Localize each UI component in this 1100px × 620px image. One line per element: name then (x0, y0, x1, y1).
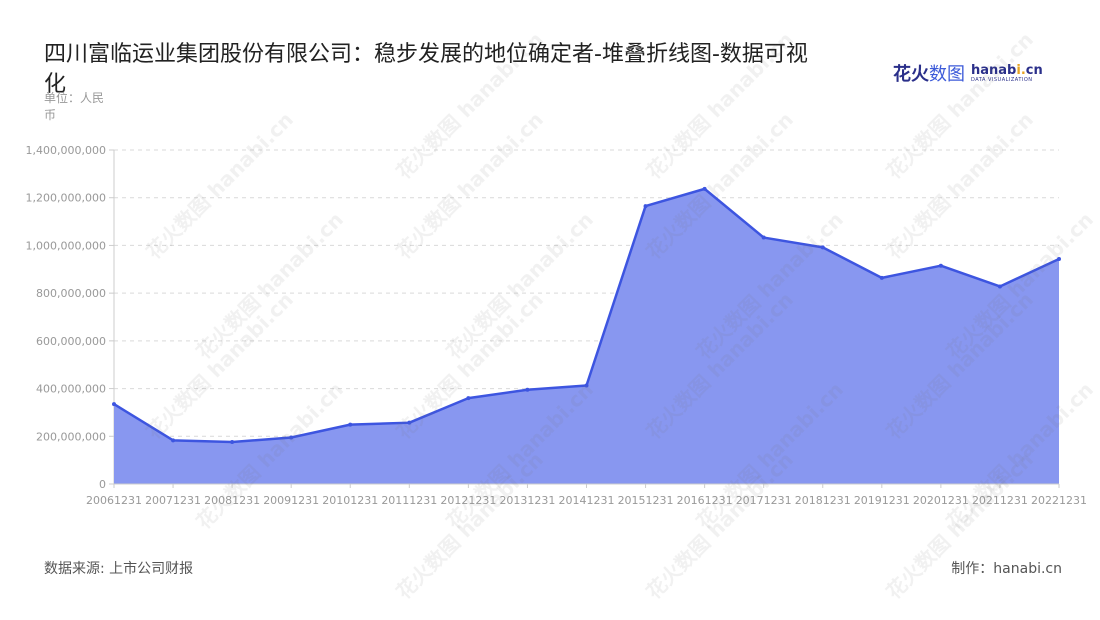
x-tick-label: 20181231 (795, 494, 851, 507)
y-tick-label: 600,000,000 (36, 335, 106, 348)
y-tick-label: 1,400,000,000 (26, 144, 106, 157)
logo-cn-text: 花火数图 (893, 60, 965, 86)
y-tick-label: 1,000,000,000 (26, 239, 106, 252)
logo-cn-part1: 花火 (893, 64, 929, 85)
data-point (643, 204, 648, 209)
data-point (348, 422, 353, 427)
data-point (112, 402, 116, 407)
x-tick-label: 20091231 (263, 494, 319, 507)
data-point (879, 275, 884, 280)
logo-en-sub: DATA VISUALIZATION (971, 76, 1033, 83)
x-tick-label: 20201231 (913, 494, 969, 507)
logo-cn-part2: 数图 (929, 64, 965, 85)
y-tick-label: 200,000,000 (36, 430, 106, 443)
logo-en-text: hanabi.cn DATA VISUALIZATION (971, 64, 1043, 83)
x-tick-label: 20081231 (204, 494, 260, 507)
x-tick-label: 20141231 (559, 494, 615, 507)
x-tick-label: 20191231 (854, 494, 910, 507)
data-point (761, 235, 766, 240)
chart-title: 四川富临运业集团股份有限公司：稳步发展的地位确定者-堆叠折线图-数据可视化 (44, 42, 808, 97)
x-tick-label: 20101231 (322, 494, 378, 507)
x-tick-label: 20221231 (1031, 494, 1087, 507)
credit: 制作：hanabi.cn (951, 561, 1062, 577)
data-point (702, 186, 707, 191)
data-point (171, 438, 176, 443)
data-point (525, 387, 530, 392)
unit-label: 单位：人民币 (44, 91, 105, 122)
data-source: 数据来源: 上市公司财报 (44, 561, 194, 577)
y-tick-label: 800,000,000 (36, 287, 106, 300)
data-point (407, 420, 412, 425)
data-point (820, 245, 825, 250)
data-point (289, 435, 294, 440)
x-tick-label: 20121231 (440, 494, 496, 507)
logo-en-name-dot: i. (1016, 62, 1026, 78)
hanabi-logo: 花火数图 hanabi.cn DATA VISUALIZATION (893, 58, 1043, 88)
data-point (230, 440, 235, 445)
x-tick-label: 20151231 (618, 494, 674, 507)
y-tick-label: 400,000,000 (36, 383, 106, 396)
x-tick-label: 20111231 (381, 494, 437, 507)
x-tick-label: 20061231 (86, 494, 142, 507)
series-area (114, 188, 1059, 484)
logo-en-name-b: cn (1025, 62, 1043, 78)
x-tick-label: 20131231 (499, 494, 555, 507)
data-point (1057, 257, 1061, 262)
y-tick-label: 0 (99, 478, 106, 491)
logo-en-name-a: hanab (971, 62, 1017, 78)
logo-en-name: hanabi.cn (971, 64, 1043, 77)
x-tick-label: 20161231 (677, 494, 733, 507)
x-tick-label: 20071231 (145, 494, 201, 507)
x-tick-label: 20171231 (736, 494, 792, 507)
data-point (584, 383, 589, 388)
data-point (466, 396, 471, 401)
y-tick-label: 1,200,000,000 (26, 192, 106, 205)
data-point (997, 284, 1002, 289)
data-point (938, 263, 943, 268)
x-tick-label: 20211231 (972, 494, 1028, 507)
